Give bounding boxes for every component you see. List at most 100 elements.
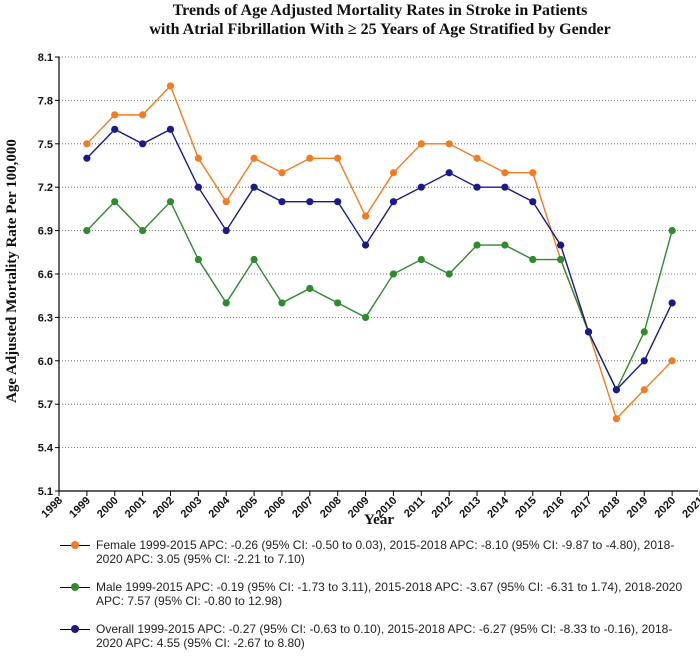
x-tick-label-2005: 2005 bbox=[234, 495, 260, 521]
point-male-2001 bbox=[139, 227, 147, 235]
point-female-2002 bbox=[166, 82, 175, 90]
x-tick-label-1999: 1999 bbox=[67, 495, 93, 521]
x-tick-label-2004: 2004 bbox=[207, 494, 233, 520]
point-female-2020 bbox=[668, 357, 676, 365]
series-group bbox=[83, 82, 676, 423]
x-tick-label-2008: 2008 bbox=[318, 495, 344, 521]
legend-label-female: Female 1999-2015 APC: -0.26 (95% CI: -0.… bbox=[96, 538, 675, 566]
point-male-2013 bbox=[473, 241, 481, 249]
point-female-2009 bbox=[361, 212, 370, 220]
point-male-2008 bbox=[334, 299, 342, 307]
point-female-2000 bbox=[111, 111, 119, 119]
y-tick-label-7.2: 7.2 bbox=[38, 182, 53, 194]
point-female-2018 bbox=[612, 415, 620, 423]
legend-label-male: Male 1999-2015 APC: -0.19 (95% CI: -1.73… bbox=[96, 580, 683, 608]
legend-dot-overall bbox=[71, 625, 79, 633]
point-female-2010 bbox=[389, 169, 398, 177]
legend: Female 1999-2015 APC: -0.26 (95% CI: -0.… bbox=[60, 538, 690, 664]
point-male-2005 bbox=[250, 255, 258, 264]
point-female-2006 bbox=[278, 169, 286, 177]
chart-title: Trends of Age Adjusted Mortality Rates i… bbox=[173, 2, 588, 19]
x-tick-label-1998: 1998 bbox=[39, 495, 65, 521]
point-female-2013 bbox=[473, 154, 481, 162]
point-male-2014 bbox=[501, 241, 509, 249]
x-tick-label-2013: 2013 bbox=[457, 495, 483, 521]
x-tick-label-2002: 2002 bbox=[151, 495, 177, 521]
point-overall-2010 bbox=[389, 198, 398, 206]
point-male-2010 bbox=[389, 270, 398, 278]
x-axis-title: Year bbox=[364, 512, 394, 528]
point-male-2003 bbox=[194, 255, 202, 264]
point-overall-2011 bbox=[417, 183, 425, 191]
point-overall-2012 bbox=[445, 169, 453, 177]
x-tick-label-2007: 2007 bbox=[290, 495, 316, 521]
x-tick-label-2020: 2020 bbox=[652, 495, 678, 521]
x-tick-label-2012: 2012 bbox=[429, 495, 455, 521]
point-female-1999 bbox=[83, 140, 91, 148]
point-overall-2004 bbox=[222, 227, 230, 235]
point-female-2011 bbox=[417, 140, 425, 148]
x-tick-label-2014: 2014 bbox=[485, 494, 511, 520]
series-line-male bbox=[86, 200, 673, 392]
point-male-2002 bbox=[166, 198, 175, 206]
point-female-2015 bbox=[529, 169, 537, 177]
point-female-2003 bbox=[194, 154, 202, 162]
point-female-2019 bbox=[640, 386, 648, 394]
point-overall-2015 bbox=[529, 198, 537, 206]
point-male-1999 bbox=[83, 227, 91, 235]
y-tick-label-8.1: 8.1 bbox=[38, 52, 53, 64]
y-tick-label-5.4: 5.4 bbox=[38, 443, 54, 455]
point-female-2012 bbox=[445, 140, 453, 148]
y-tick-label-5.1: 5.1 bbox=[38, 486, 53, 498]
point-female-2007 bbox=[306, 154, 314, 162]
point-overall-2007 bbox=[306, 198, 314, 206]
point-male-2016 bbox=[557, 255, 565, 264]
x-tick-label-2001: 2001 bbox=[123, 495, 149, 521]
point-overall-2003 bbox=[194, 183, 202, 191]
gridlines bbox=[59, 56, 698, 449]
point-male-2012 bbox=[445, 270, 453, 278]
legend-item-female: Female 1999-2015 APC: -0.26 (95% CI: -0.… bbox=[60, 538, 690, 566]
point-female-2008 bbox=[334, 154, 342, 162]
legend-dot-male bbox=[71, 583, 79, 591]
point-overall-2018 bbox=[612, 386, 620, 394]
series-line-female bbox=[86, 84, 673, 420]
point-male-2007 bbox=[306, 284, 314, 293]
x-tick-label-2000: 2000 bbox=[95, 495, 121, 521]
point-female-2001 bbox=[139, 111, 147, 119]
legend-dot-female bbox=[71, 541, 79, 549]
point-male-2019 bbox=[640, 328, 648, 336]
point-male-2020 bbox=[668, 227, 676, 235]
y-tick-label-7.8: 7.8 bbox=[38, 95, 53, 107]
point-male-2011 bbox=[417, 255, 425, 264]
x-tick-label-2017: 2017 bbox=[569, 495, 595, 521]
point-overall-2017 bbox=[584, 328, 593, 336]
x-tick-label-2006: 2006 bbox=[262, 495, 288, 521]
point-overall-2008 bbox=[334, 198, 342, 206]
y-tick-label-7.5: 7.5 bbox=[38, 139, 53, 151]
x-tick-label-2021: 2021 bbox=[680, 495, 700, 521]
y-axis-title: Age Adjusted Mortality Rate Per 100,000 bbox=[4, 139, 20, 403]
y-tick-label-6.3: 6.3 bbox=[38, 312, 53, 324]
legend-item-overall: Overall 1999-2015 APC: -0.27 (95% CI: -0… bbox=[60, 622, 690, 650]
y-tick-label-5.7: 5.7 bbox=[38, 399, 53, 411]
point-overall-1999 bbox=[83, 154, 91, 162]
point-overall-2006 bbox=[278, 198, 286, 206]
point-overall-2014 bbox=[501, 183, 509, 191]
point-overall-2013 bbox=[473, 183, 481, 191]
point-female-2004 bbox=[222, 198, 230, 206]
point-male-2004 bbox=[222, 299, 230, 307]
point-overall-2009 bbox=[361, 241, 370, 249]
point-overall-2019 bbox=[640, 357, 648, 365]
legend-marker-female bbox=[60, 541, 90, 549]
point-female-2014 bbox=[501, 169, 509, 177]
x-tick-label-2018: 2018 bbox=[597, 495, 623, 521]
point-overall-2001 bbox=[139, 140, 147, 148]
point-male-2000 bbox=[111, 198, 119, 206]
x-tick-label-2019: 2019 bbox=[625, 495, 651, 521]
x-tick-label-2003: 2003 bbox=[179, 495, 205, 521]
x-tick-label-2015: 2015 bbox=[513, 495, 539, 521]
point-male-2009 bbox=[361, 313, 370, 321]
legend-item-male: Male 1999-2015 APC: -0.19 (95% CI: -1.73… bbox=[60, 580, 690, 608]
